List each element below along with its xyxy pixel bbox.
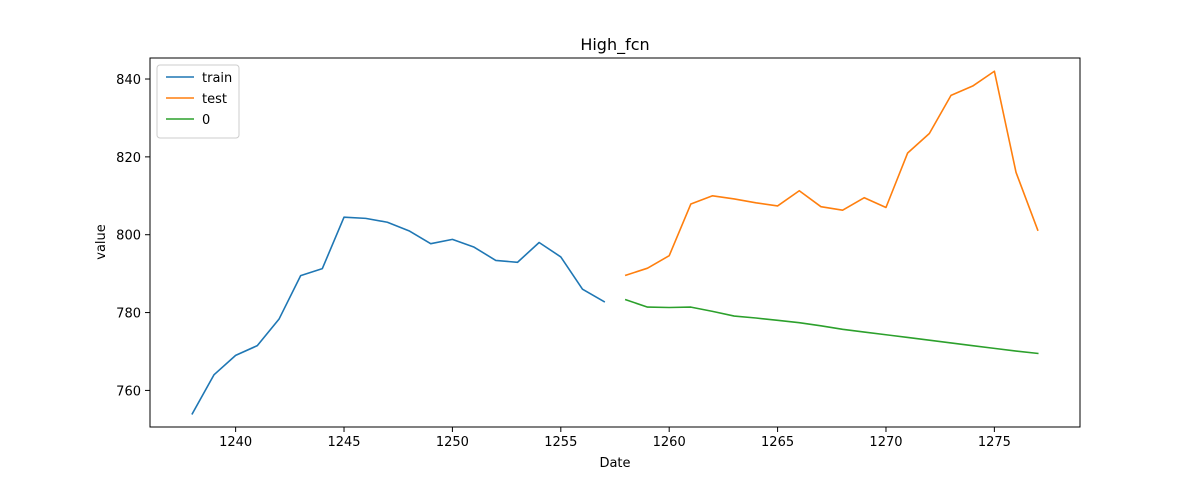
x-tick-label: 1270 xyxy=(869,435,902,450)
y-tick-label: 840 xyxy=(116,73,141,88)
legend-label: 0 xyxy=(202,113,210,128)
legend-label: train xyxy=(202,71,232,86)
x-tick-label: 1250 xyxy=(436,435,469,450)
legend: train test 0 xyxy=(156,64,240,139)
x-tick-label: 1260 xyxy=(653,435,686,450)
x-axis: 1240 1245 1250 1255 1260 1265 1270 1275 xyxy=(219,427,1011,450)
x-tick-label: 1245 xyxy=(327,435,360,450)
legend-label: test xyxy=(202,92,227,107)
y-tick-label: 820 xyxy=(116,151,141,166)
y-tick-label: 780 xyxy=(116,307,141,322)
axes-frame xyxy=(149,57,1081,428)
x-tick-label: 1265 xyxy=(761,435,794,450)
series-line-0 xyxy=(624,298,1039,355)
x-tick-label: 1255 xyxy=(544,435,577,450)
series-line-train xyxy=(191,216,606,415)
y-axis-label: value xyxy=(94,224,109,260)
x-axis-label: Date xyxy=(599,456,630,471)
series-line-test xyxy=(624,70,1039,277)
x-tick-label: 1240 xyxy=(219,435,252,450)
x-tick-label: 1275 xyxy=(978,435,1011,450)
series-layer xyxy=(191,70,1039,415)
chart-title: High_fcn xyxy=(580,35,649,55)
y-axis: 760 780 800 820 840 xyxy=(116,73,150,399)
y-tick-label: 760 xyxy=(116,384,141,399)
y-tick-label: 800 xyxy=(116,229,141,244)
